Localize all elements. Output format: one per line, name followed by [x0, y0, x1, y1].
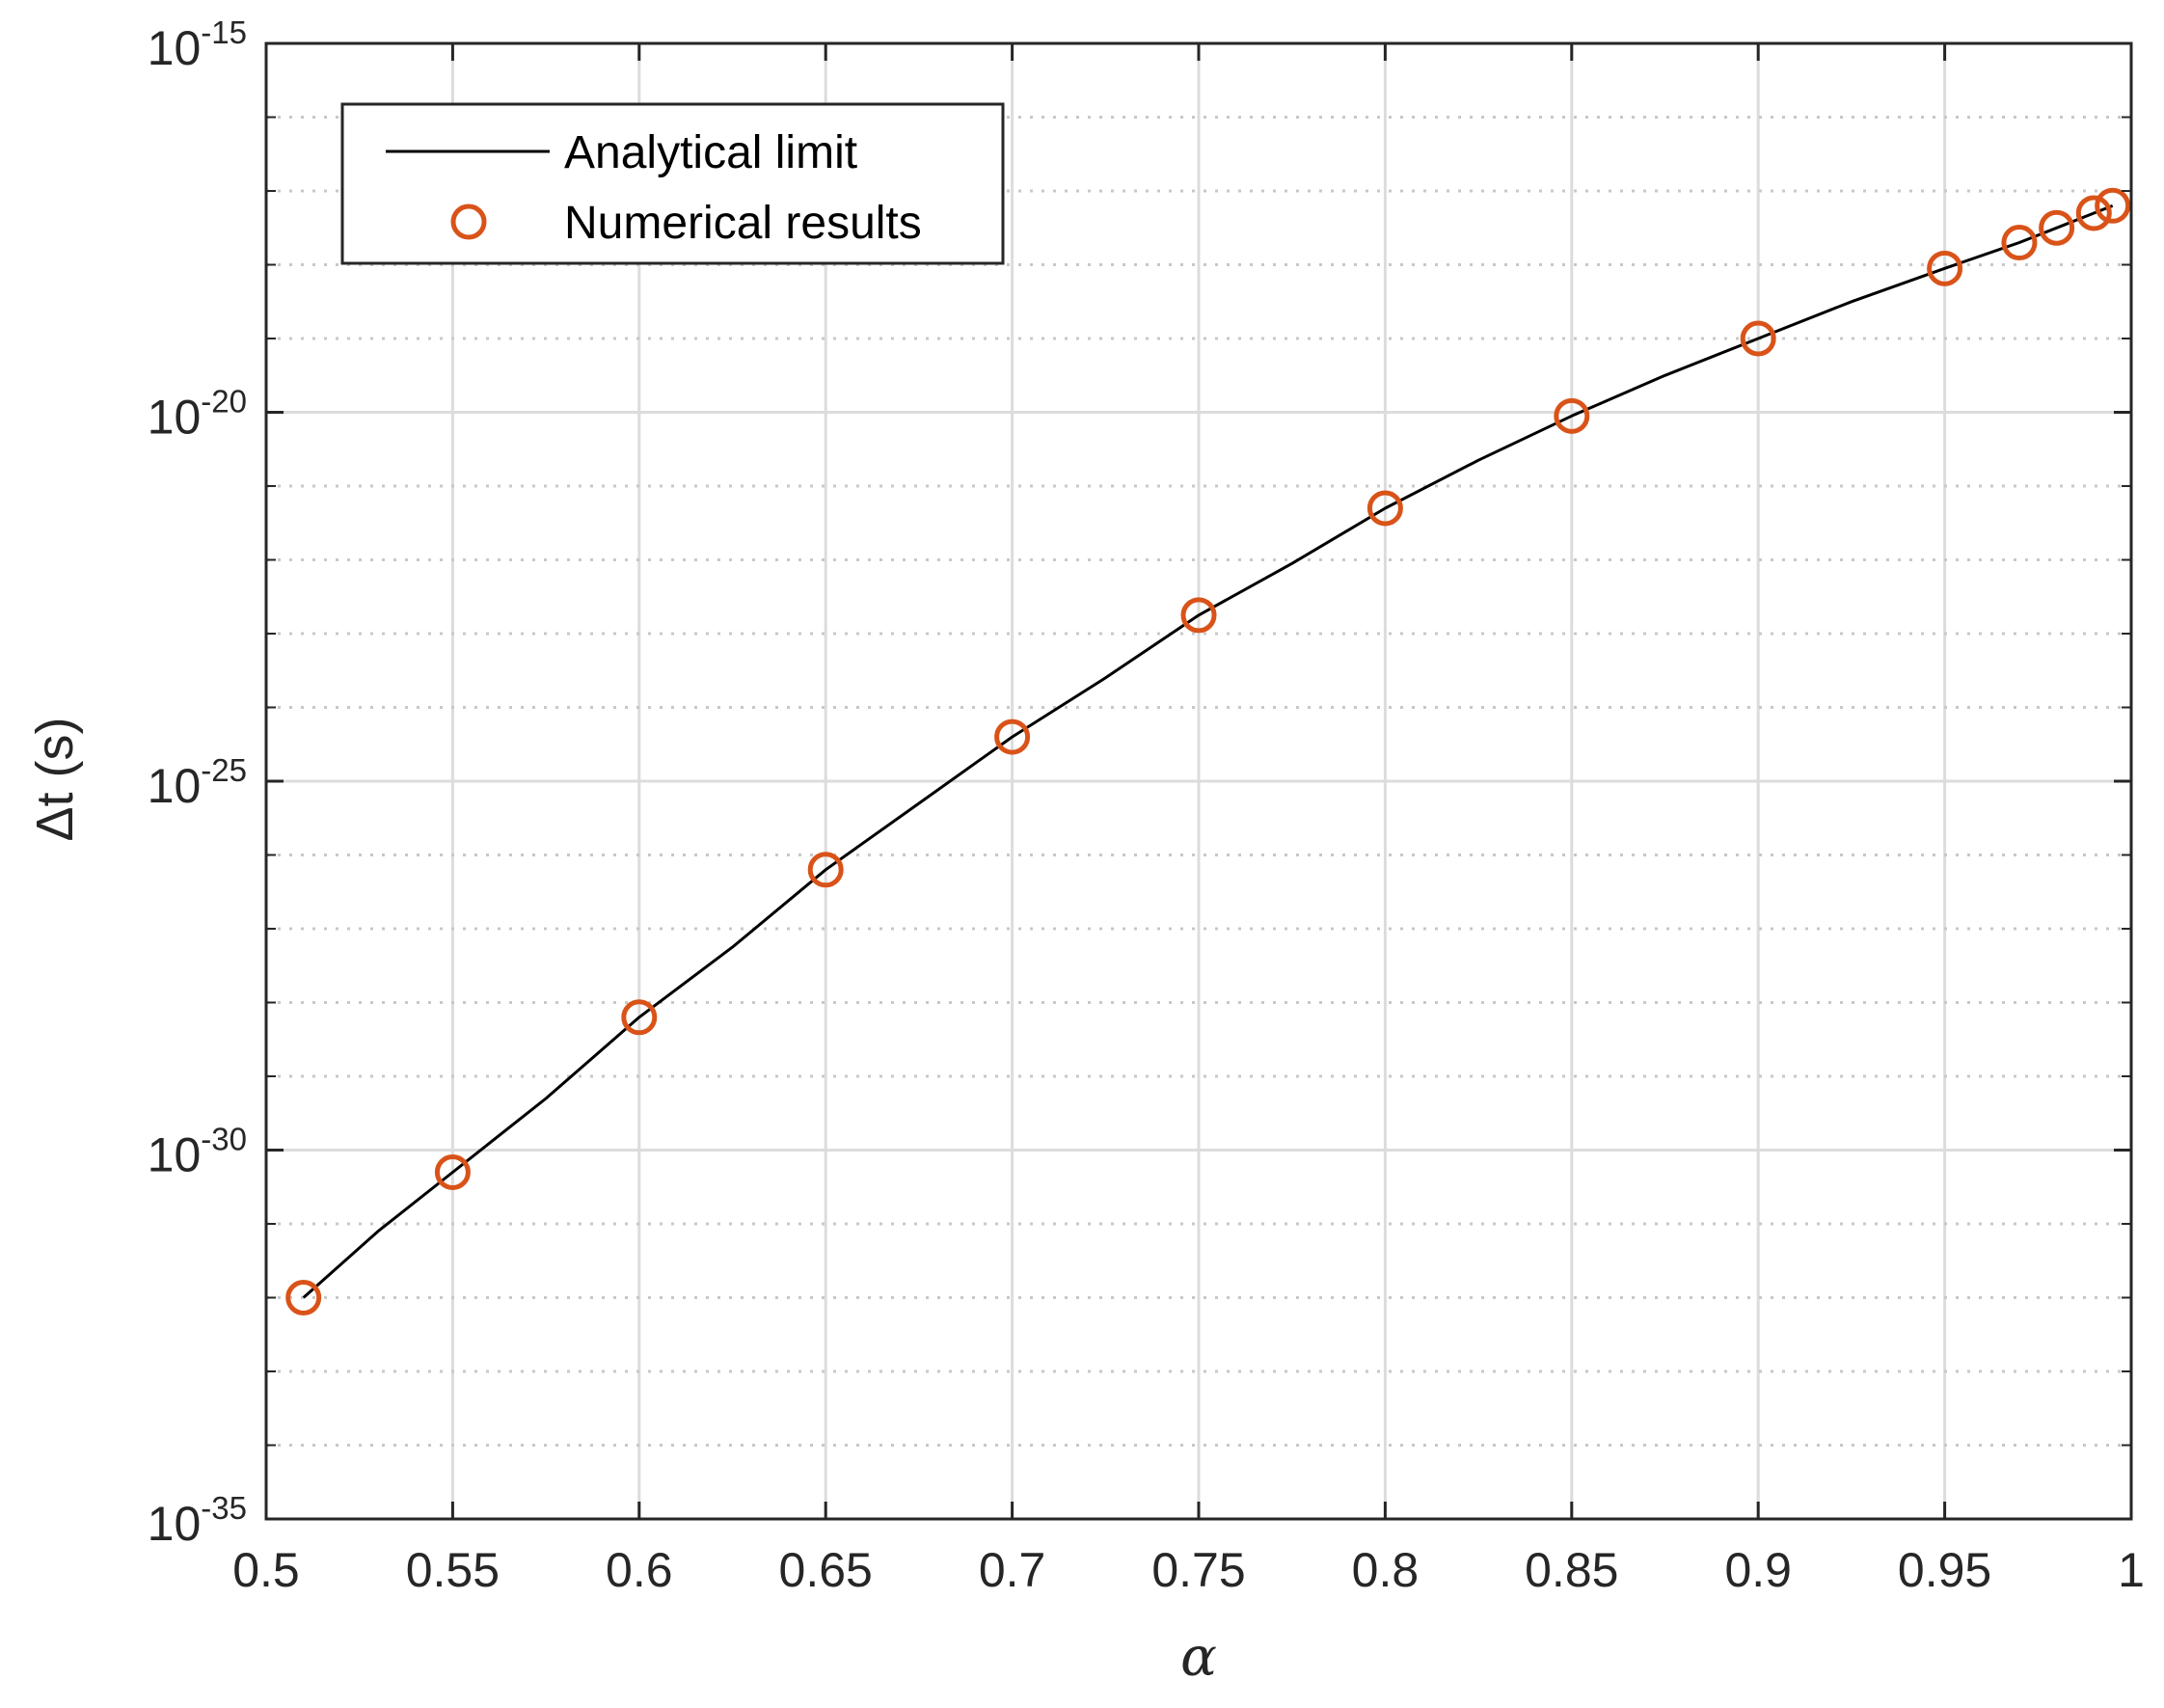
x-tick-label: 0.65 [779, 1543, 873, 1597]
x-tick-label: 0.85 [1525, 1543, 1618, 1597]
y-tick-label: 10-30 [148, 1122, 247, 1182]
data-point-numerical-result [2095, 187, 2131, 224]
y-tick-labels: 10-15 10-20 10-25 10-30 10-35 [148, 14, 247, 1551]
legend-label-analytical: Analytical limit [564, 127, 857, 178]
data-point-numerical-result [621, 999, 658, 1036]
data-point-numerical-result [2075, 195, 2112, 231]
x-tick-label: 0.7 [979, 1543, 1046, 1597]
data-point-numerical-result [434, 1153, 471, 1190]
legend: Analytical limit Numerical results [340, 102, 1005, 265]
x-tick-label: 1 [2118, 1543, 2145, 1597]
x-tick-label: 0.75 [1151, 1543, 1245, 1597]
x-axis-label: α [1180, 1626, 1217, 1689]
data-point-numerical-result [2039, 209, 2075, 246]
x-tick-label: 0.5 [232, 1543, 300, 1597]
x-tick-label: 0.55 [406, 1543, 500, 1597]
y-tick-label: 10-15 [148, 14, 247, 75]
x-tick-label: 0.95 [1898, 1543, 1991, 1597]
data-point-numerical-result [1366, 490, 1403, 527]
legend-box [340, 102, 1005, 265]
y-axis-label: Δt (s) [26, 717, 84, 841]
series-line-analytical-limit [302, 203, 2114, 1299]
plot-area [285, 187, 2131, 1315]
data-point-numerical-result [1927, 250, 1963, 286]
x-tick-label: 0.6 [606, 1543, 673, 1597]
data-point-numerical-result [1180, 597, 1217, 634]
legend-marker-numerical [450, 203, 487, 240]
x-tick-labels: 0.5 0.55 0.6 0.65 0.7 0.75 0.8 0.85 0.9 0.95 1 [232, 1543, 2145, 1597]
legend-label-numerical: Numerical results [564, 198, 922, 249]
grid [266, 43, 2131, 1519]
x-tick-label: 0.8 [1352, 1543, 1420, 1597]
y-tick-label: 10-20 [148, 384, 247, 445]
data-point-numerical-result [2001, 225, 2038, 261]
data-point-numerical-result [807, 852, 844, 888]
data-point-numerical-result [285, 1280, 322, 1315]
data-point-numerical-result [1740, 320, 1776, 357]
y-tick-label: 10-35 [148, 1490, 247, 1551]
x-tick-label: 0.9 [1724, 1543, 1792, 1597]
data-point-numerical-result [994, 718, 1031, 755]
tick-marks [264, 41, 2133, 1521]
y-tick-label: 10-25 [148, 752, 247, 813]
data-point-numerical-result [1554, 397, 1590, 434]
